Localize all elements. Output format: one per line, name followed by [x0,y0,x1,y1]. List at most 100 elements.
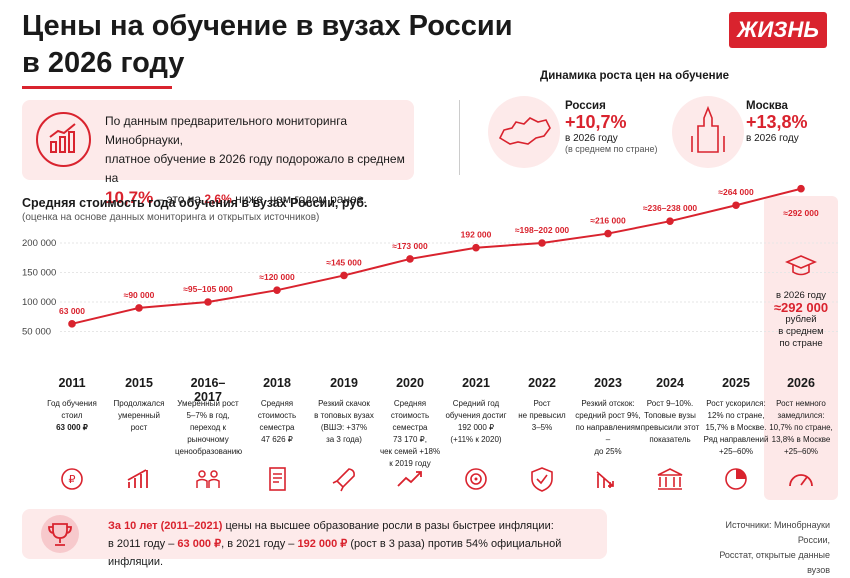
description-line: 192 000 ₽ [457,423,495,432]
description-line: 12% по стране, [707,411,765,420]
trend-line-icon [395,466,425,492]
data-label: ≈95–105 000 [183,284,233,294]
description-line: Резкий скачок [318,399,370,408]
year-description: Средняя стоимость семестра 73 170 ₽, чек се… [377,398,443,470]
description-line: обучения достиг [445,411,507,420]
divider [459,100,460,175]
data-point [68,320,76,328]
description-line: в топовых вузах [314,411,374,420]
footer-text: За 10 лет (2011–2021) цены на высшее обр… [108,520,562,568]
data-label: ≈236–238 000 [643,203,698,213]
year-label: 2022 [528,376,556,390]
data-point [472,243,480,252]
description-line: Умеренный рост [177,399,239,408]
description-line: не превысил [518,411,566,420]
description-line: по направлениям – [575,423,641,444]
data-point [204,298,212,306]
data-point [135,304,143,312]
year-description: Рост не превысил 3–5% [509,398,575,434]
description-line: 13,8% в Москве [771,435,831,444]
chart-subtitle: (оценка на основе данных мониторинга и о… [22,212,320,223]
growth-chart-icon [36,112,91,167]
target-icon [461,466,491,492]
description-line: ценообразованию [175,447,243,456]
year-label: 2015 [125,376,153,390]
year-description: Умеренный рост 5–7% в год, переход к рыноч… [175,398,243,458]
year-description: Рост 9–10%. Топовые вузы превысили этот пок… [637,398,703,446]
pie-chart-icon [721,466,751,492]
moscow-stat: Москва +13,8% в 2026 году [746,100,808,144]
description-line: Топовые вузы [644,411,696,420]
description-line: до 25% [594,447,622,456]
highlight-text: в 2026 году ≈292 000 рублей в среднем по… [773,290,829,349]
description-line: Рост ускорился: [706,399,766,408]
data-point [604,229,612,238]
svg-text:₽: ₽ [69,474,76,486]
y-tick-label: 100 000 [22,297,56,308]
description-line: умеренный [118,411,160,420]
data-label: ≈145 000 [326,257,362,267]
year-description: Рост немного замедлился: 10,7% по стране, 1… [768,398,834,458]
title-divider [22,86,172,89]
description-line: рост [130,423,148,432]
bank-building-icon [655,466,685,492]
year-label: 2023 [594,376,622,390]
description-line: чек семей +18% [379,447,441,456]
ruble-coin-icon: ₽ [57,466,87,492]
page-title: Цены на обучение в вузах России в 2026 г… [22,10,513,79]
description-line: (ВШЭ: +37% [320,423,368,432]
description-line: Рост немного [776,399,826,408]
description-line: +25–60% [718,447,754,456]
brand-logo: ЖИЗНЬ [729,12,827,48]
data-point [732,201,740,210]
description-line: Ряд направлений [703,435,769,444]
y-tick-label: 200 000 [22,238,56,249]
people-icon [193,466,223,492]
description-line: переход к рыночному [187,423,229,444]
data-point [797,184,805,193]
data-label: ≈292 000 [783,208,819,218]
year-label: 2020 [396,376,424,390]
data-label: ≈216 000 [590,216,626,226]
year-label: 2025 [722,376,750,390]
data-point [666,217,674,225]
description-line: семестра [392,423,428,432]
description-line: +25–60% [783,447,819,456]
kremlin-icon [672,96,744,168]
description-line: 15,7% в Москве. [705,423,767,432]
description-line: 3–5% [531,423,553,432]
data-label: ≈264 000 [718,187,754,197]
description-line: к 2019 году [389,459,431,468]
year-label: 2024 [656,376,684,390]
data-point [406,255,414,263]
data-label: ≈120 000 [259,272,295,282]
info-text: По данным предварительного мониторинга М… [105,114,405,207]
graduation-cap-icon [784,253,818,284]
speedometer-icon [786,466,816,492]
description-line: 73 170 ₽, [392,435,427,444]
shield-check-icon [527,466,557,492]
year-label: 2018 [263,376,291,390]
data-point [538,239,546,247]
year-label: 2016–2017 [190,376,226,404]
footer-panel [22,509,607,559]
description-line: Средний год [452,399,500,408]
description-line: 63 000 ₽ [56,423,88,432]
description-line: 47 626 ₽ [261,435,293,444]
year-description: Резкий отскок: средний рост 9%, по направл… [575,398,641,458]
description-line: (+11% к 2020) [450,435,502,444]
year-description: Резкий скачок в топовых вузах (ВШЭ: +37% за… [311,398,377,446]
data-point [340,271,348,280]
data-label: ≈198–202 000 [515,225,570,235]
description-line: показатель [649,435,691,444]
russia-stat: Россия +10,7% в 2026 году (в среднем по … [565,100,658,154]
description-line: 10,7% по стране, [769,423,833,432]
source-note: Источники: Минобрнауки России, Росстат, … [719,520,830,575]
data-label: ≈173 000 [392,241,428,251]
description-line: Год обучения [47,399,97,408]
description-line: Средняя стоимость [257,399,297,420]
document-icon [262,466,292,492]
year-label: 2011 [58,376,86,390]
year-description: Средняя стоимость семестра 47 626 ₽ [244,398,310,446]
series-line [71,187,802,325]
